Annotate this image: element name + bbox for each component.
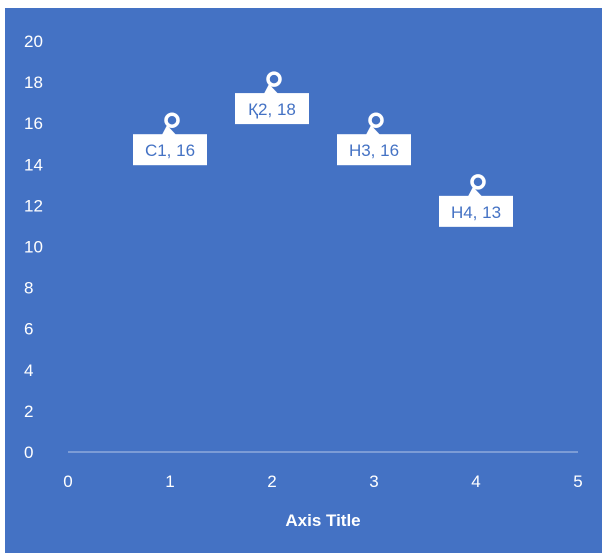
point-marker bbox=[266, 71, 282, 87]
x-tick-label: 2 bbox=[267, 472, 276, 491]
y-tick-label: 8 bbox=[24, 279, 33, 298]
data-point: С1, 16 bbox=[133, 112, 207, 166]
point-marker bbox=[368, 112, 384, 128]
data-points: С1, 16 Қ2, 18 Н3, 16 Н4, 13 bbox=[133, 71, 513, 227]
data-label-box bbox=[439, 195, 513, 227]
x-axis-title: Axis Title bbox=[285, 511, 360, 530]
data-label-box bbox=[235, 93, 309, 125]
data-label: С1, 16 bbox=[145, 141, 195, 160]
x-tick-label: 0 bbox=[63, 472, 72, 491]
point-marker bbox=[470, 174, 486, 190]
data-point: Н4, 13 bbox=[439, 174, 513, 227]
y-tick-label: 6 bbox=[24, 320, 33, 339]
y-tick-label: 12 bbox=[24, 196, 43, 215]
x-tick-label: 1 bbox=[165, 472, 174, 491]
y-tick-label: 2 bbox=[24, 402, 33, 421]
data-label-pointer bbox=[264, 84, 278, 94]
point-marker bbox=[164, 112, 180, 128]
data-label-pointer bbox=[366, 125, 380, 135]
y-tick-label: 0 bbox=[24, 443, 33, 462]
data-label-box bbox=[133, 134, 207, 166]
y-tick-label: 14 bbox=[24, 155, 43, 174]
data-label-pointer bbox=[162, 125, 176, 135]
data-label-box bbox=[337, 134, 411, 166]
data-label: Н4, 13 bbox=[451, 203, 501, 222]
data-label-pointer bbox=[468, 186, 482, 197]
data-label: Н3, 16 bbox=[349, 141, 399, 160]
data-label: Қ2, 18 bbox=[248, 100, 296, 119]
y-tick-label: 4 bbox=[24, 361, 33, 380]
data-point: Н3, 16 bbox=[337, 112, 411, 166]
y-axis-ticks: 0 2 4 6 8 10 12 14 16 18 20 bbox=[24, 32, 43, 462]
y-tick-label: 20 bbox=[24, 32, 43, 51]
x-tick-label: 5 bbox=[573, 472, 582, 491]
x-tick-label: 4 bbox=[471, 472, 480, 491]
x-axis-ticks: 0 1 2 3 4 5 bbox=[63, 472, 582, 491]
y-tick-label: 16 bbox=[24, 114, 43, 133]
x-tick-label: 3 bbox=[369, 472, 378, 491]
data-point: Қ2, 18 bbox=[235, 71, 309, 125]
y-tick-label: 18 bbox=[24, 73, 43, 92]
y-tick-label: 10 bbox=[24, 238, 43, 257]
